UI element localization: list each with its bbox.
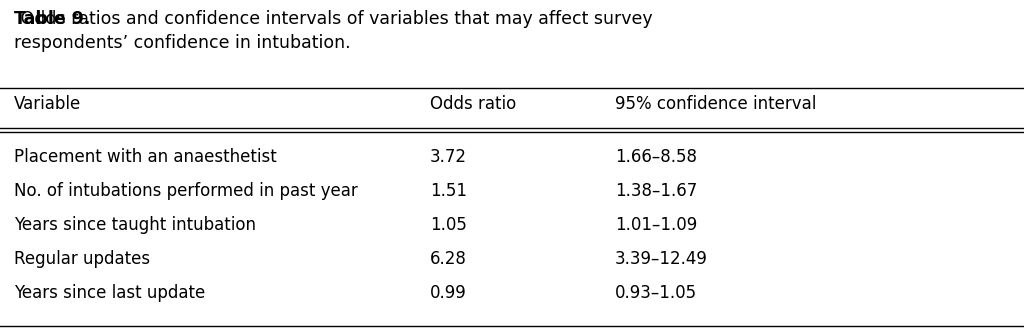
Text: 3.72: 3.72	[430, 148, 467, 166]
Text: respondents’ confidence in intubation.: respondents’ confidence in intubation.	[14, 34, 350, 52]
Text: Years since taught intubation: Years since taught intubation	[14, 216, 256, 234]
Text: 3.39–12.49: 3.39–12.49	[615, 250, 708, 268]
Text: 1.01–1.09: 1.01–1.09	[615, 216, 697, 234]
Text: Regular updates: Regular updates	[14, 250, 151, 268]
Text: Odds ratios and confidence intervals of variables that may affect survey: Odds ratios and confidence intervals of …	[15, 10, 652, 28]
Text: Years since last update: Years since last update	[14, 284, 205, 302]
Text: 1.05: 1.05	[430, 216, 467, 234]
Text: No. of intubations performed in past year: No. of intubations performed in past yea…	[14, 182, 357, 200]
Text: 95% confidence interval: 95% confidence interval	[615, 95, 816, 113]
Text: 1.51: 1.51	[430, 182, 467, 200]
Text: Table 9.: Table 9.	[14, 10, 90, 28]
Text: Variable: Variable	[14, 95, 81, 113]
Text: 1.66–8.58: 1.66–8.58	[615, 148, 697, 166]
Text: 1.38–1.67: 1.38–1.67	[615, 182, 697, 200]
Text: Odds ratio: Odds ratio	[430, 95, 516, 113]
Text: 0.99: 0.99	[430, 284, 467, 302]
Text: 6.28: 6.28	[430, 250, 467, 268]
Text: Placement with an anaesthetist: Placement with an anaesthetist	[14, 148, 276, 166]
Text: 0.93–1.05: 0.93–1.05	[615, 284, 697, 302]
